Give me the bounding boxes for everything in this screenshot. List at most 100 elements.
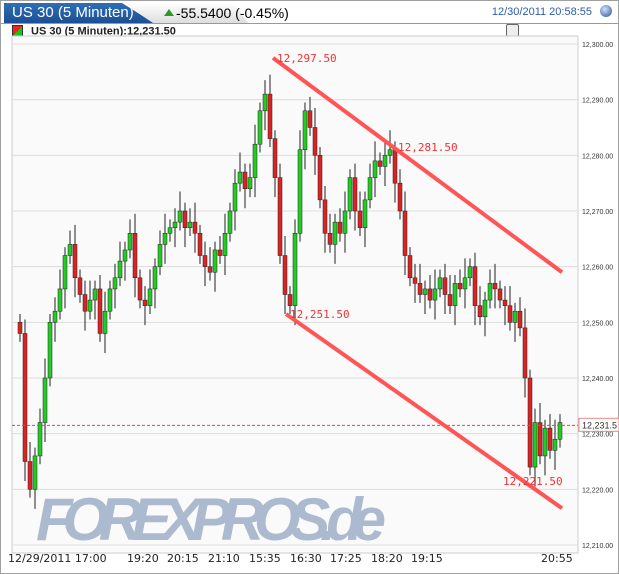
- candle-body: [107, 288, 113, 312]
- candle-body: [217, 249, 223, 256]
- candle-body: [247, 177, 253, 189]
- candle-body: [442, 277, 448, 295]
- candle-body: [552, 438, 558, 451]
- candle-body: [397, 182, 403, 212]
- candle-body: [77, 277, 83, 295]
- candle-body: [132, 233, 138, 279]
- x-tick-label: 21:10: [208, 552, 240, 565]
- candle-body: [452, 283, 458, 306]
- candle-body: [142, 299, 148, 306]
- candle-body: [472, 266, 478, 306]
- candle-body: [357, 210, 363, 228]
- candle-body: [482, 299, 488, 318]
- candle-body: [117, 260, 123, 279]
- candle-body: [322, 199, 328, 234]
- trend-line: [284, 312, 564, 510]
- x-tick-label: 15:35: [249, 552, 281, 565]
- candle-body: [67, 244, 73, 256]
- instrument-title: US 30 (5 Minuten): [12, 4, 134, 21]
- trend-line: [271, 56, 564, 274]
- candle-body: [347, 177, 353, 212]
- status-orb-icon[interactable]: [600, 5, 612, 17]
- candle-body: [227, 210, 233, 234]
- candle-body: [17, 322, 23, 334]
- candle-body: [532, 422, 538, 468]
- candle-body: [82, 294, 88, 312]
- y-tick-label: 12,230.00: [582, 432, 613, 439]
- x-tick-label: 18:20: [371, 552, 403, 565]
- candle-body: [252, 143, 258, 178]
- price-change: -55.5400 (-0.45%): [176, 5, 289, 21]
- candle-body: [512, 310, 518, 323]
- candle-body: [382, 155, 388, 167]
- candle-body: [122, 249, 128, 262]
- candle-body: [242, 171, 248, 189]
- y-tick-label: 12,250.00: [582, 320, 613, 327]
- candle-body: [447, 294, 453, 306]
- candle-body: [372, 160, 378, 178]
- candle-body: [387, 149, 393, 156]
- candle-body: [427, 288, 433, 301]
- instrument-tab[interactable]: US 30 (5 Minuten): [4, 3, 154, 23]
- candle-body: [57, 288, 63, 312]
- candle-body: [417, 283, 423, 295]
- candle-body: [292, 233, 298, 306]
- candle-body: [92, 288, 98, 301]
- y-tick-label: 12,240.00: [582, 376, 613, 383]
- candle-body: [422, 288, 428, 295]
- candle-body: [282, 255, 288, 295]
- candle-body: [302, 110, 308, 151]
- candle-body: [192, 221, 198, 234]
- candle-body: [487, 283, 493, 301]
- candle-body: [327, 233, 333, 245]
- candle-body: [112, 277, 118, 290]
- candle-body: [497, 288, 503, 301]
- candle-body: [152, 266, 158, 290]
- candle-body: [437, 277, 443, 290]
- candle-body: [162, 233, 168, 245]
- candle-body: [27, 461, 33, 490]
- candle-body: [367, 177, 373, 201]
- candle-body: [412, 277, 418, 284]
- x-tick-label: 20:55: [541, 552, 573, 565]
- candle-body: [537, 422, 543, 457]
- legend-label: US 30 (5 Minuten):12,231.50: [31, 25, 176, 38]
- timestamp: 12/30/2011 20:58:55: [491, 6, 592, 18]
- divider: [1, 23, 618, 24]
- candle-body: [197, 233, 203, 256]
- candle-body: [517, 310, 523, 329]
- candle-body: [342, 210, 348, 234]
- candle-body: [62, 255, 68, 290]
- candle-body: [507, 305, 513, 323]
- candle-body: [457, 283, 463, 290]
- candle-body: [32, 455, 38, 490]
- candle-body: [362, 199, 368, 228]
- candle-body: [72, 244, 78, 279]
- candle-body: [407, 255, 413, 279]
- candle-body: [557, 422, 563, 440]
- candle-body: [22, 333, 28, 462]
- candle-body: [312, 127, 318, 156]
- price-annotation: 12,251.50: [290, 308, 350, 321]
- x-tick-label: 16:30: [290, 552, 322, 565]
- candle-body: [402, 210, 408, 256]
- candle-body: [47, 322, 53, 379]
- candle-body: [377, 160, 383, 167]
- candle-body: [52, 310, 58, 323]
- candle-body: [187, 221, 193, 228]
- watermark-logo: FOREXPROS.de: [36, 486, 386, 553]
- candle-body: [202, 255, 208, 267]
- y-tick-label: 12,220.00: [582, 487, 613, 494]
- y-tick-label: 12,300.00: [582, 42, 613, 49]
- candle-body: [317, 155, 323, 201]
- y-tick-label: 12,280.00: [582, 153, 613, 160]
- candle-body: [182, 210, 188, 228]
- y-tick-label: 12,290.00: [582, 98, 613, 105]
- candle-body: [307, 110, 313, 128]
- candle-body: [502, 299, 508, 306]
- candle-body: [87, 299, 93, 312]
- candle-body: [212, 249, 218, 273]
- candle-body: [492, 283, 498, 290]
- up-arrow-icon: [164, 9, 174, 16]
